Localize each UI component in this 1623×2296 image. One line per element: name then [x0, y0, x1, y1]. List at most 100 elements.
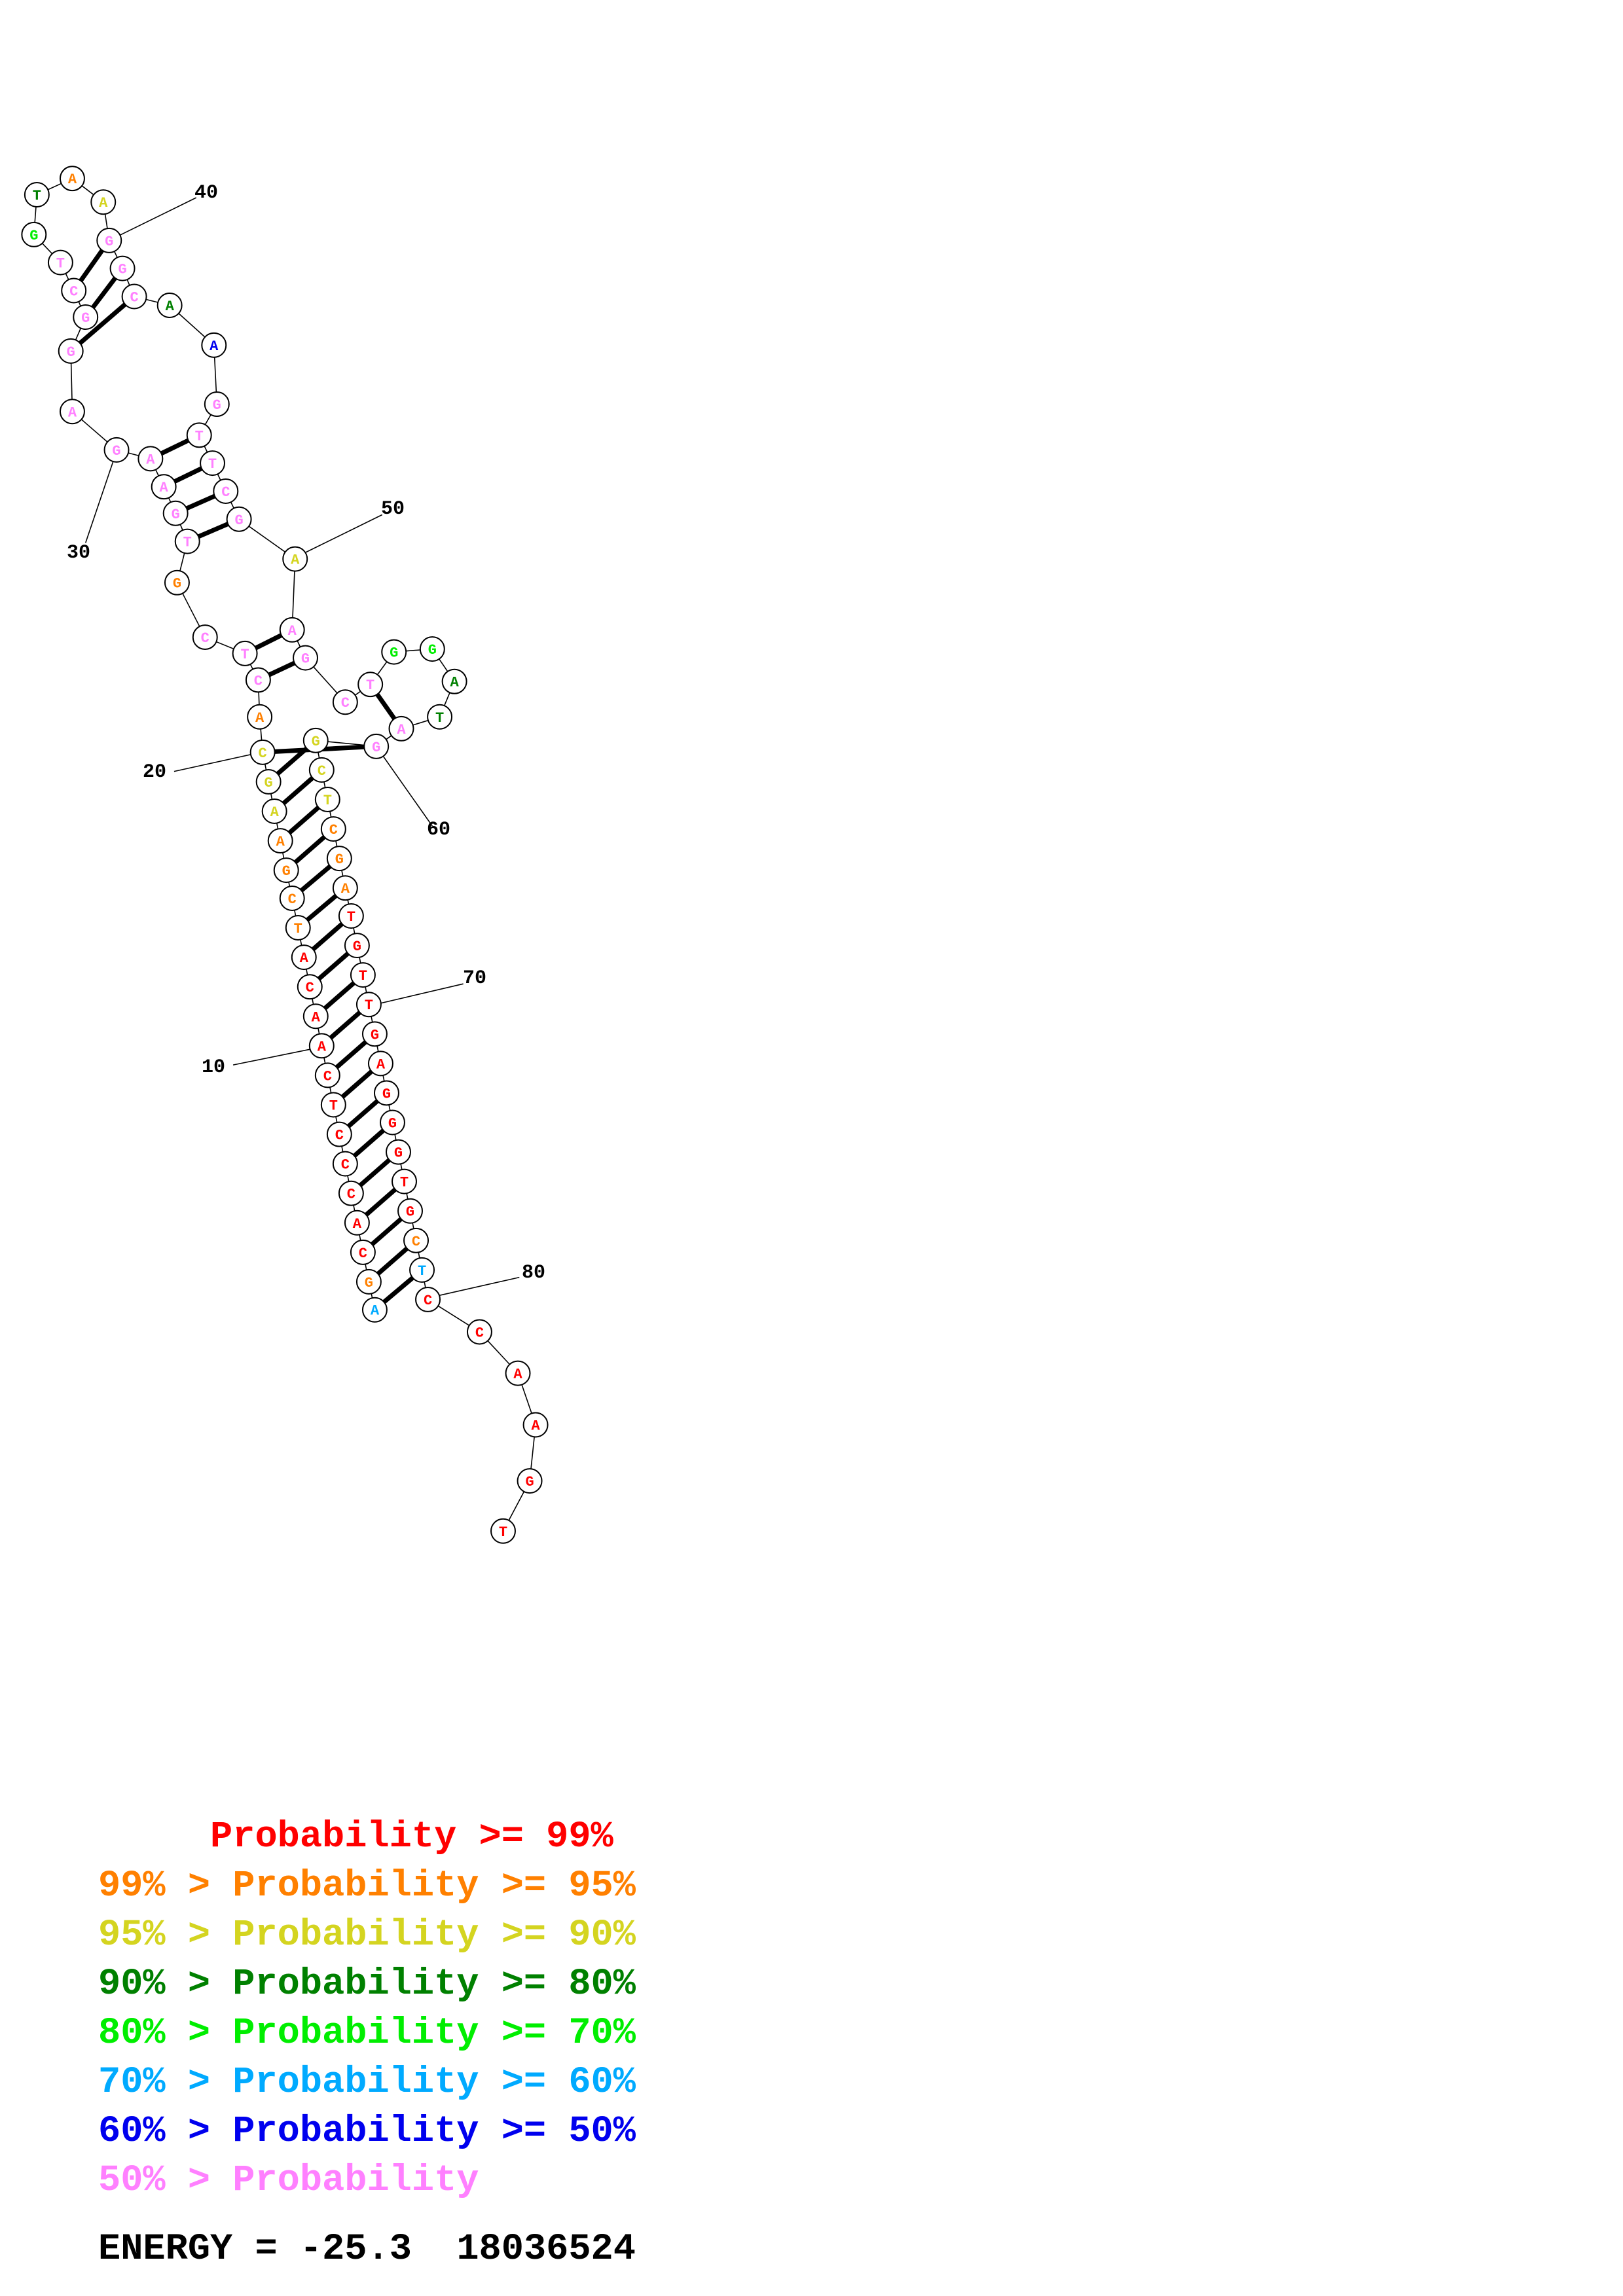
nucleotide-letter: G: [301, 651, 310, 668]
nucleotide: A: [441, 668, 467, 694]
nucleotide-circle: [245, 667, 271, 693]
nucleotide-letter: G: [353, 939, 361, 955]
base-pair-bond: [306, 893, 338, 922]
base-pair-bond: [255, 633, 283, 651]
nucleotide-circle: [392, 1168, 417, 1194]
nucleotide-letter: C: [306, 980, 314, 996]
nucleotide: G: [162, 500, 189, 526]
nucleotide-letter: C: [69, 283, 78, 300]
nucleotide-letter: G: [118, 262, 126, 278]
nucleotide-circle: [314, 786, 340, 812]
nucleotide-circle: [279, 617, 305, 643]
base-pair-bond: [173, 466, 203, 484]
nucleotide-circle: [522, 1412, 549, 1438]
nucleotide: A: [344, 1210, 370, 1236]
nucleotide-circle: [356, 1268, 382, 1295]
nucleotide-circle: [357, 672, 384, 698]
nucleotide-circle: [164, 569, 190, 596]
nucleotide: G: [386, 1139, 411, 1165]
nucleotide: G: [381, 639, 407, 665]
nucleotide: A: [282, 546, 308, 572]
nucleotide-letter: G: [371, 1027, 379, 1043]
nucleotide-letter: G: [335, 852, 344, 868]
nucleotide: A: [388, 715, 414, 742]
nucleotide: T: [427, 704, 453, 730]
nucleotide: G: [226, 506, 252, 532]
nucleotide-letter: C: [341, 1157, 350, 1174]
base-pair-bond: [329, 1011, 361, 1040]
nucleotide-circle: [204, 391, 230, 417]
nucleotide: C: [192, 624, 218, 651]
nucleotide-circle: [59, 166, 85, 192]
nucleotide: G: [255, 768, 282, 795]
nucleotide-letter: G: [29, 228, 38, 244]
nucleotide-letter: C: [347, 1187, 356, 1203]
nucleotide: C: [332, 689, 358, 715]
nucleotide: C: [245, 667, 271, 693]
nucleotide: A: [201, 332, 227, 358]
nucleotide-circle: [279, 885, 305, 911]
nucleotide-circle: [285, 915, 311, 941]
nucleotide-letter: A: [291, 552, 300, 569]
base-pair-bond: [197, 522, 229, 539]
nucleotide-circle: [96, 227, 122, 253]
nucleotide-letter: C: [221, 484, 230, 501]
nucleotide: T: [338, 903, 364, 929]
nucleotide-letter: A: [270, 804, 280, 821]
nucleotide-circle: [326, 846, 352, 872]
nucleotide: A: [59, 399, 85, 425]
nucleotide-circle: [232, 640, 258, 666]
nucleotide-letter: T: [418, 1263, 426, 1280]
nucleotide: T: [357, 672, 384, 698]
nucleotide-circle: [350, 962, 376, 988]
base-pair-bond: [78, 302, 127, 345]
nucleotide-letter: C: [201, 630, 210, 647]
nucleotide-circle: [326, 1121, 352, 1147]
nucleotide-circle: [247, 704, 273, 730]
nucleotide: G: [204, 391, 230, 417]
nucleotide: A: [279, 617, 305, 643]
nucleotide: G: [363, 733, 390, 759]
legend-prefix: 50% >: [98, 2160, 233, 2202]
nucleotide: G: [273, 857, 299, 884]
nucleotide-letter: G: [372, 740, 380, 756]
nucleotide: T: [47, 249, 73, 276]
legend-row: 60% > Probability >= 50%: [98, 2108, 636, 2157]
nucleotide: C: [249, 739, 276, 765]
nucleotide-circle: [226, 506, 252, 532]
nucleotide-letter: T: [56, 256, 65, 272]
nucleotide-letter: G: [234, 512, 243, 529]
energy-label: ENERGY =: [98, 2229, 278, 2270]
nucleotide-circle: [90, 189, 117, 215]
nucleotide: G: [109, 255, 136, 281]
nucleotide: A: [332, 875, 358, 901]
nucleotide-letter: C: [288, 891, 297, 908]
nucleotide-letter: G: [365, 1275, 373, 1291]
nucleotide-letter: A: [68, 404, 77, 421]
nucleotide-letter: T: [183, 535, 192, 551]
nucleotide-letter: T: [33, 188, 41, 204]
nucleotide: C: [415, 1286, 441, 1312]
nucleotide-circle: [21, 221, 47, 247]
nucleotide: T: [200, 450, 226, 476]
nucleotide-circle: [332, 689, 358, 715]
nucleotide-circle: [282, 546, 308, 572]
nucleotide-circle: [415, 1286, 441, 1312]
position-label-40: 40: [194, 182, 218, 204]
base-pair-bond: [317, 952, 350, 981]
base-pair-bond: [358, 1158, 391, 1187]
nucleotide-circle: [397, 1198, 423, 1224]
nucleotide-letter: T: [359, 968, 367, 984]
nucleotide: A: [367, 1050, 393, 1077]
legend-prefix: 70% >: [98, 2062, 233, 2104]
nucleotide-circle: [338, 1180, 364, 1206]
position-label-60: 60: [427, 819, 450, 841]
nucleotide-circle: [213, 478, 239, 504]
nucleotide-letter: C: [341, 695, 350, 711]
nucleotide-circle: [427, 704, 453, 730]
nucleotide-circle: [61, 278, 87, 304]
nucleotide: C: [338, 1180, 364, 1206]
nucleotide-circle: [24, 182, 50, 207]
position-tick-20: [173, 751, 262, 772]
base-pair-bond: [160, 438, 190, 456]
